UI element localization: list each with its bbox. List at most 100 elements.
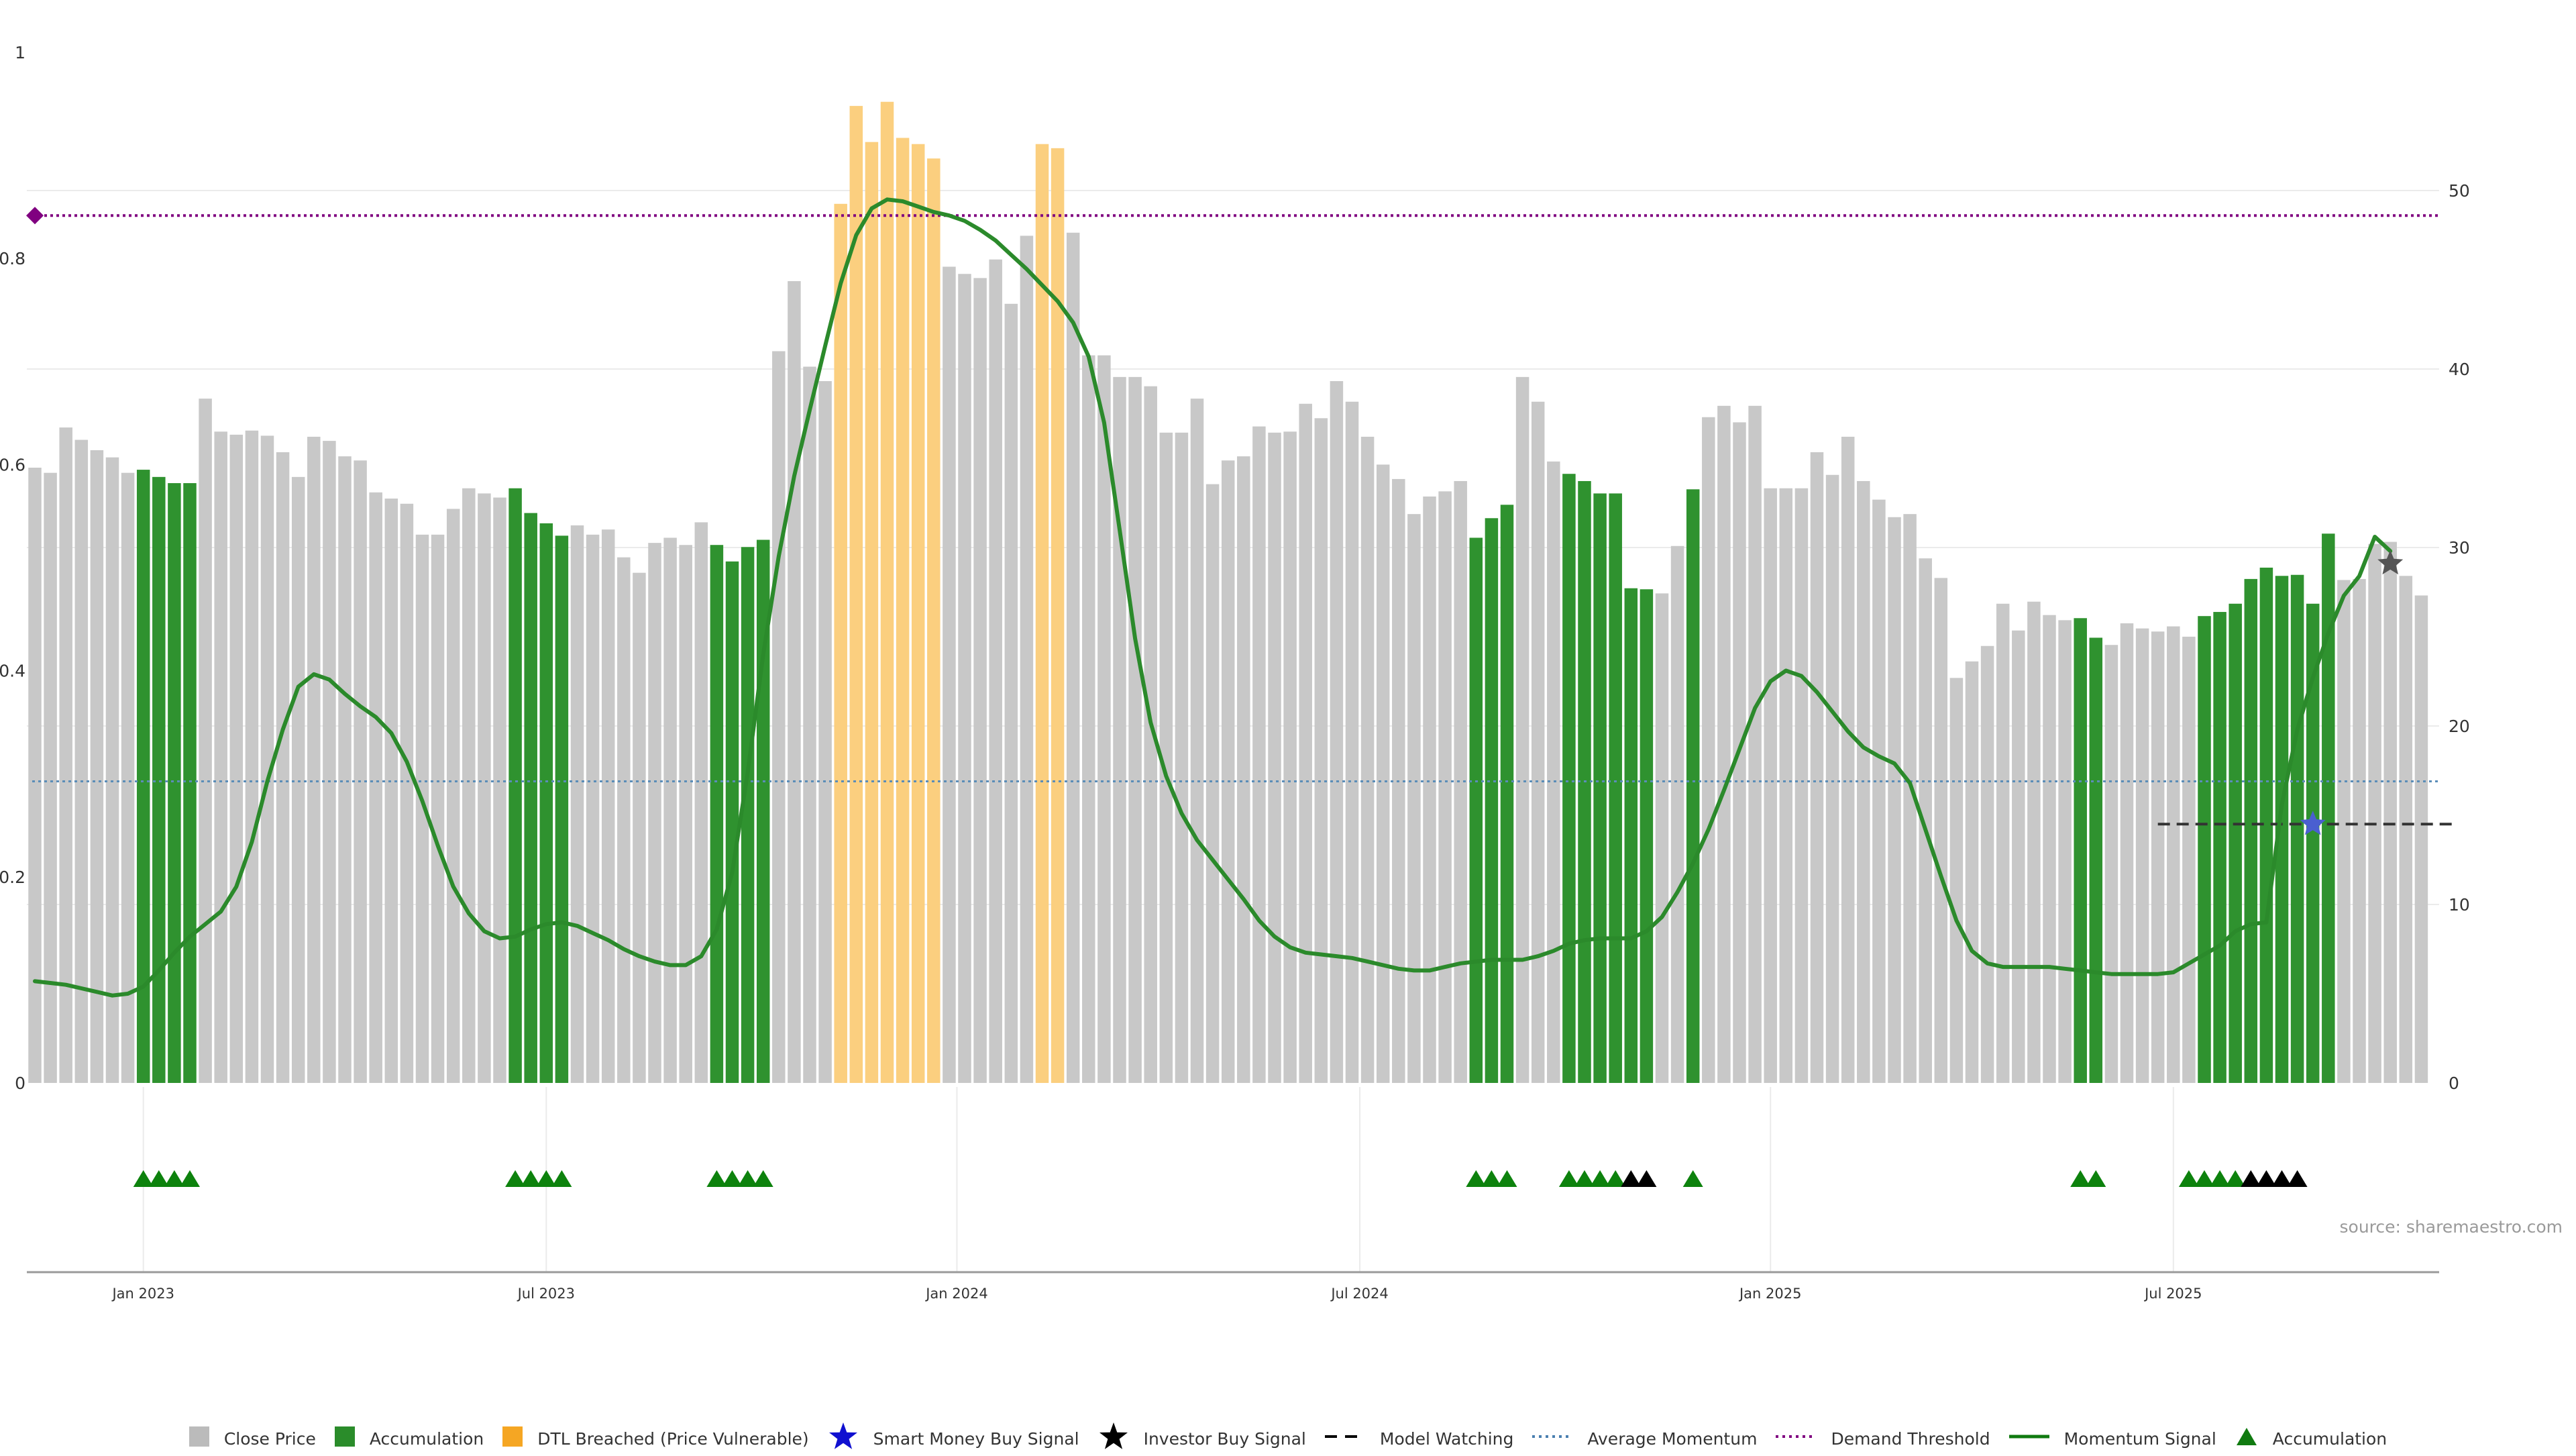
- close-price-bar: [2399, 576, 2413, 1083]
- accumulation-bar: [508, 488, 522, 1083]
- accumulation-triangle: [1466, 1170, 1487, 1187]
- close-price-bar: [2167, 626, 2180, 1083]
- accumulation-triangle: [1590, 1170, 1611, 1187]
- legend-label: Momentum Signal: [2063, 1428, 2216, 1449]
- close-price-bar: [291, 476, 305, 1083]
- accumulation-bar: [2089, 637, 2103, 1083]
- dtl-bar: [880, 101, 894, 1083]
- accumulation-triangle: [536, 1170, 557, 1187]
- demand-threshold-marker: [26, 207, 44, 225]
- close-price-bar: [354, 460, 367, 1083]
- close-price-bar: [989, 259, 1002, 1084]
- legend-swatch-close: [189, 1426, 209, 1451]
- accumulation-bar: [1686, 489, 1700, 1083]
- accumulation-triangle: [1621, 1170, 1642, 1187]
- right-axis-tick-label: 50: [2449, 181, 2470, 201]
- close-price-bar: [1949, 678, 1964, 1083]
- x-axis-tick-label: Jan 2024: [924, 1286, 988, 1302]
- close-price-bar: [2012, 630, 2025, 1083]
- dtl-bar: [927, 158, 941, 1083]
- dotted-line-icon: [1532, 1426, 1573, 1451]
- close-price-bar: [1903, 514, 1917, 1083]
- accumulation-bar: [2290, 574, 2304, 1083]
- close-price-bar: [229, 434, 244, 1083]
- accumulation-bar: [136, 470, 150, 1083]
- close-price-bar: [1980, 645, 1994, 1083]
- legend-item: Accumulation: [334, 1426, 484, 1451]
- close-price-bar: [59, 427, 72, 1083]
- close-price-bar: [633, 572, 646, 1083]
- accumulation-triangle: [2210, 1170, 2231, 1187]
- accumulation-triangle: [2178, 1170, 2199, 1187]
- accumulation-bar: [2074, 618, 2087, 1083]
- close-price-bar: [1825, 474, 1839, 1083]
- accumulation-triangle: [2287, 1170, 2308, 1187]
- x-axis-tick-label: Jul 2025: [2143, 1286, 2202, 1302]
- close-price-bar: [307, 436, 321, 1083]
- right-axis-tick-label: 20: [2449, 717, 2470, 736]
- legend-label: Demand Threshold: [1831, 1428, 1990, 1449]
- accumulation-triangle: [2241, 1170, 2261, 1187]
- close-price-bar: [586, 534, 600, 1083]
- close-price-bar: [1670, 545, 1684, 1083]
- close-price-bar: [1066, 232, 1080, 1083]
- accumulation-bar: [725, 561, 739, 1083]
- right-axis-tick-label: 10: [2449, 895, 2470, 915]
- close-price-bar: [28, 468, 42, 1083]
- close-price-bar: [74, 439, 89, 1083]
- reference-lines: [26, 207, 2453, 826]
- close-price-bar: [400, 503, 414, 1083]
- accumulation-bar: [2259, 568, 2273, 1083]
- close-price-bar: [493, 497, 506, 1083]
- close-price-bar: [2353, 578, 2366, 1083]
- close-price-bar: [617, 557, 631, 1083]
- close-price-bar: [2182, 636, 2196, 1083]
- close-price-bar: [2337, 580, 2351, 1083]
- close-price-bar: [663, 537, 677, 1083]
- legend-item: Momentum Signal: [2008, 1426, 2216, 1451]
- accumulation-bar: [168, 483, 181, 1083]
- close-price-bar: [1082, 355, 1095, 1083]
- close-price-bar: [478, 493, 491, 1083]
- close-price-bar: [1965, 661, 1979, 1083]
- close-price-bar: [1438, 491, 1452, 1083]
- legend: Close Price Accumulation DTL Breached (P…: [0, 1421, 2576, 1456]
- close-price-bar: [1547, 461, 1560, 1083]
- close-price-bar: [44, 472, 57, 1083]
- close-price-bar: [1299, 403, 1312, 1083]
- close-price-bar: [1205, 484, 1220, 1083]
- accumulation-bar: [1624, 588, 1638, 1083]
- close-price-bar: [323, 441, 336, 1083]
- accumulation-triangle: [2256, 1170, 2277, 1187]
- bars: [28, 101, 2428, 1084]
- close-price-bar: [121, 472, 135, 1083]
- accumulation-triangle: [2086, 1170, 2106, 1187]
- close-price-bar: [1221, 460, 1235, 1083]
- close-price-bar: [1376, 464, 1390, 1083]
- accumulation-triangle: [1481, 1170, 1502, 1187]
- close-price-bar: [1175, 432, 1189, 1083]
- close-price-bar: [601, 529, 615, 1083]
- x-axis-tick-label: Jan 2025: [1738, 1286, 1802, 1302]
- accumulation-bar: [2244, 578, 2258, 1083]
- accumulation-bar: [524, 513, 537, 1083]
- legend-label: Accumulation: [369, 1428, 484, 1449]
- close-price-bar: [694, 522, 708, 1083]
- source-text: source: sharemaestro.com: [2339, 1217, 2563, 1237]
- close-price-bar: [2104, 645, 2118, 1083]
- accumulation-bar: [2213, 612, 2226, 1083]
- accumulation-bar: [1640, 589, 1654, 1083]
- x-axis-tick-label: Jul 2024: [1330, 1286, 1388, 1302]
- right-axis-tick-label: 40: [2449, 360, 2470, 379]
- accumulation-bar: [152, 476, 166, 1083]
- close-price-bar: [1748, 405, 1762, 1083]
- close-price-bar: [2383, 541, 2397, 1083]
- close-price-bar: [1159, 432, 1173, 1083]
- close-price-bar: [2120, 623, 2134, 1083]
- x-axis-tick-label: Jul 2023: [517, 1286, 575, 1302]
- close-price-bar: [1872, 499, 1886, 1083]
- accumulation-triangle: [722, 1170, 743, 1187]
- accumulation-triangle: [133, 1170, 154, 1187]
- accumulation-triangle: [164, 1170, 184, 1187]
